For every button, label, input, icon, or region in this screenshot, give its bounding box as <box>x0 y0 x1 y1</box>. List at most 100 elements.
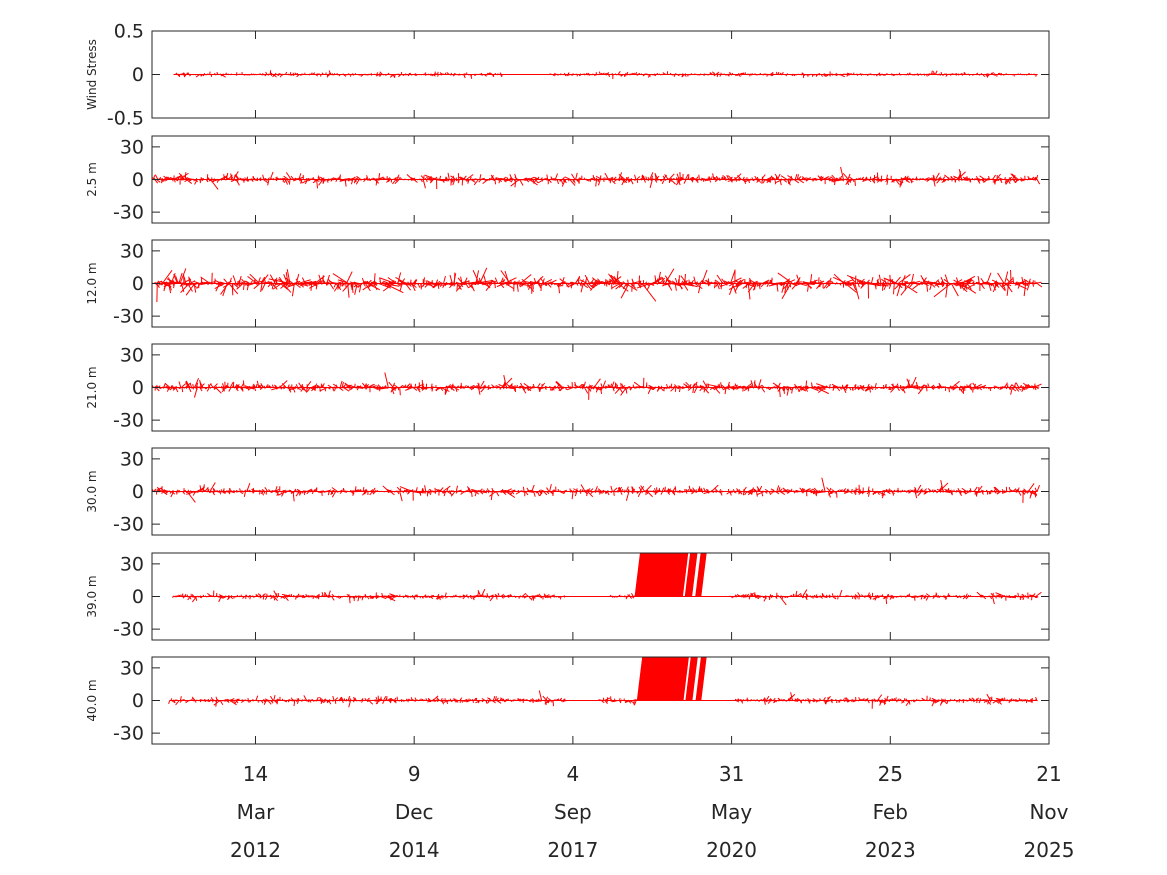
stick <box>678 387 681 393</box>
stick <box>192 178 194 180</box>
stick <box>867 282 873 284</box>
stick <box>319 176 325 180</box>
stick <box>241 278 246 284</box>
stick <box>332 273 349 284</box>
stick <box>654 279 662 284</box>
stick <box>464 72 466 75</box>
stick <box>502 278 505 284</box>
stick <box>231 283 234 296</box>
stick <box>573 179 576 184</box>
stick <box>213 72 216 75</box>
stick <box>883 74 885 77</box>
stick <box>458 283 461 290</box>
stick <box>1006 278 1011 284</box>
stick <box>783 278 791 284</box>
stick <box>273 384 278 388</box>
stick <box>350 283 354 286</box>
stick <box>625 283 629 287</box>
stick <box>513 283 520 285</box>
stick <box>213 383 218 388</box>
stick <box>414 279 418 284</box>
stick <box>664 174 669 180</box>
stick <box>910 273 915 284</box>
stick <box>724 177 728 180</box>
stick <box>798 179 805 184</box>
stick <box>206 283 209 286</box>
stick <box>245 280 251 284</box>
stick <box>188 387 192 393</box>
stick <box>634 174 637 180</box>
stick <box>281 383 287 388</box>
stick <box>1035 74 1037 77</box>
stick <box>233 174 236 180</box>
stick <box>470 387 473 389</box>
stick <box>185 381 191 388</box>
stick <box>762 74 765 76</box>
stick <box>188 277 192 284</box>
stick <box>338 74 341 77</box>
stick <box>184 74 187 77</box>
stick <box>982 281 989 284</box>
stick <box>616 74 618 76</box>
stick <box>519 283 522 287</box>
stick <box>370 281 373 284</box>
stick <box>735 74 738 77</box>
stick <box>399 283 403 292</box>
stick <box>701 177 706 180</box>
stick <box>943 278 950 284</box>
stick <box>329 283 335 290</box>
stick <box>261 283 266 291</box>
stick <box>165 386 168 388</box>
ylabel-panel-3: 12.0 m <box>85 262 99 304</box>
stick <box>356 283 361 285</box>
stick <box>429 179 434 184</box>
stick <box>704 179 707 182</box>
stick <box>941 283 945 288</box>
stick <box>975 281 978 284</box>
stick <box>980 283 985 290</box>
stick <box>644 283 646 289</box>
stick <box>923 179 926 181</box>
stick <box>314 387 317 391</box>
stick <box>917 74 920 77</box>
stick <box>614 73 617 75</box>
stick <box>200 74 204 77</box>
stick <box>749 279 751 284</box>
stick <box>742 283 750 289</box>
stick <box>267 283 272 288</box>
stick <box>235 174 240 180</box>
stick <box>899 179 902 188</box>
stick <box>159 387 162 390</box>
stick <box>585 283 592 290</box>
stick <box>230 173 233 180</box>
stick <box>683 179 687 184</box>
stick <box>961 283 965 288</box>
stick <box>561 179 566 187</box>
stick <box>774 173 780 180</box>
stick <box>272 177 275 180</box>
stick <box>997 283 999 286</box>
stick <box>452 384 457 388</box>
stick <box>398 279 408 284</box>
stick <box>487 387 491 391</box>
panel-3-sticks <box>152 267 1043 303</box>
stick <box>470 283 475 292</box>
stick <box>602 380 606 388</box>
stick <box>858 177 861 180</box>
stick <box>412 387 418 391</box>
stick <box>405 387 413 391</box>
stick <box>423 73 426 75</box>
stick <box>859 73 862 75</box>
stick <box>555 381 564 388</box>
stick <box>715 281 719 284</box>
stick <box>733 177 737 180</box>
stick <box>556 179 559 185</box>
stick <box>424 283 430 288</box>
stick <box>645 281 648 284</box>
stick <box>715 72 718 75</box>
stick <box>992 283 997 291</box>
stick <box>534 281 541 284</box>
stick <box>771 176 776 180</box>
stick <box>396 174 400 180</box>
stick <box>729 71 732 75</box>
